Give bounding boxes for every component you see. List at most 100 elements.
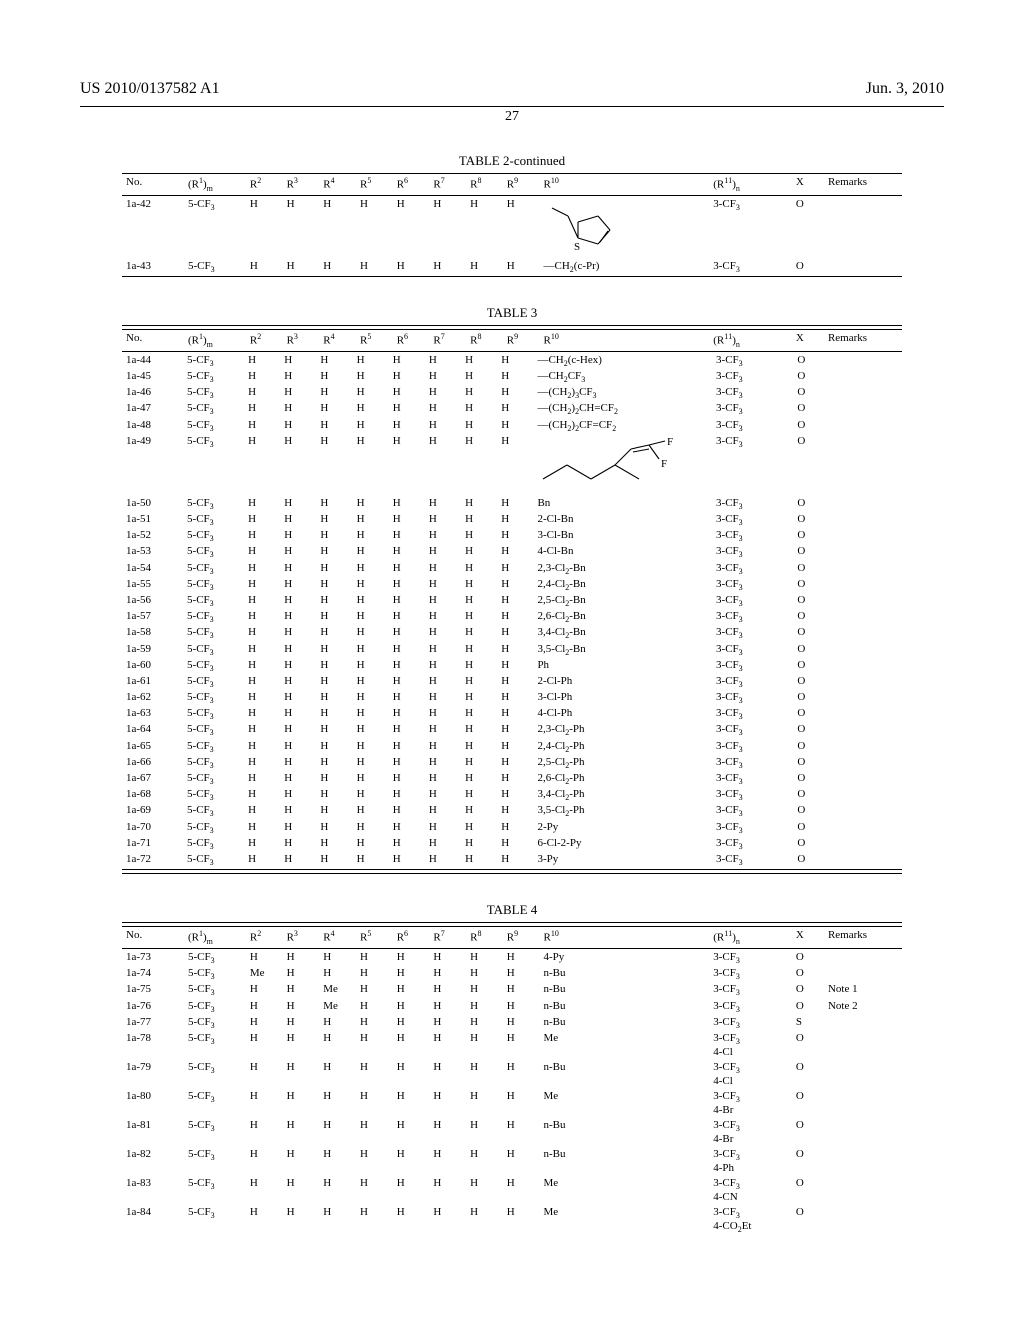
cell: H [461, 577, 497, 593]
cell: H [353, 418, 389, 434]
cell: 3,5-Cl2-Ph [533, 803, 712, 819]
cell: H [425, 787, 461, 803]
cell: n-Bu [540, 982, 710, 998]
cell: H [425, 642, 461, 658]
cell: 2,3-Cl2-Ph [533, 722, 712, 738]
cell: H [466, 982, 503, 998]
cell: O [793, 690, 825, 706]
cell: —CH2CF3 [533, 369, 712, 385]
cell [824, 1176, 902, 1205]
col-header: (R1)m [184, 928, 246, 947]
cell: 5-CF3 [184, 1118, 246, 1147]
cell: H [389, 577, 425, 593]
cell: H [316, 609, 352, 625]
cell: H [393, 259, 430, 275]
cell: 5-CF3 [183, 544, 244, 560]
cell: H [461, 803, 497, 819]
cell: O [793, 561, 825, 577]
cell: H [425, 706, 461, 722]
cell: H [461, 369, 497, 385]
rule [122, 873, 902, 874]
cell: 1a-56 [122, 593, 183, 609]
cell: H [389, 561, 425, 577]
col-header: X [792, 331, 824, 350]
cell: H [244, 690, 280, 706]
cell: 2-Cl-Bn [533, 512, 712, 528]
cell: H [280, 625, 316, 641]
cell: H [353, 642, 389, 658]
table-row: 1a-755-CF3HHMeHHHHHn-Bu3-CF3ONote 1 [122, 982, 902, 998]
cell: 5-CF3 [183, 787, 244, 803]
cell: H [389, 385, 425, 401]
cell: 1a-76 [122, 999, 184, 1015]
cell: H [280, 369, 316, 385]
cell: 5-CF3 [183, 496, 244, 512]
cell: 5-CF3 [184, 1205, 246, 1236]
cell: H [316, 739, 352, 755]
col-header: R8 [466, 175, 503, 194]
cell: H [497, 852, 533, 868]
cell: 5-CF3 [184, 950, 246, 966]
cell: 3-CF3 [709, 197, 792, 259]
cell: H [316, 820, 352, 836]
cell: H [280, 561, 316, 577]
cell: H [389, 609, 425, 625]
cell: 5-CF3 [183, 353, 244, 369]
cell: 1a-70 [122, 820, 183, 836]
cell: H [429, 966, 466, 982]
cell: H [353, 544, 389, 560]
rule [122, 948, 902, 949]
cell [825, 787, 902, 803]
cell: O [793, 544, 825, 560]
cell: 5-CF3 [183, 577, 244, 593]
cell: H [353, 658, 389, 674]
cell: H [393, 1015, 430, 1031]
cell: O [793, 625, 825, 641]
cell: H [353, 496, 389, 512]
cell: 5-CF3 [183, 561, 244, 577]
cell: H [356, 1031, 393, 1060]
cell: H [429, 982, 466, 998]
cell: 4-Cl-Bn [533, 544, 712, 560]
cell: H [246, 1031, 283, 1060]
rule [122, 325, 902, 326]
cell: 5-CF3 [184, 1089, 246, 1118]
cell: 5-CF3 [183, 803, 244, 819]
col-header: R6 [393, 331, 430, 350]
col-header: R7 [429, 928, 466, 947]
cell: H [466, 950, 503, 966]
cell: 3-CF3 [709, 259, 792, 275]
col-header: R10 [540, 175, 710, 194]
cell: H [356, 1060, 393, 1089]
cell [825, 658, 902, 674]
table-row: 1a-695-CF3HHHHHHHH3,5-Cl2-Ph3-CF3O [122, 803, 902, 819]
table-row: 1a-685-CF3HHHHHHHH3,4-Cl2-Ph3-CF3O [122, 787, 902, 803]
cell: H [356, 1205, 393, 1236]
cell: H [389, 787, 425, 803]
cell: H [319, 1176, 356, 1205]
cell: —(CH2)2CF=CF2 [533, 418, 712, 434]
cell: H [353, 836, 389, 852]
cell: O [793, 722, 825, 738]
cell: H [389, 369, 425, 385]
cell: 3-CF34-Ph [709, 1147, 792, 1176]
cell: 5-CF3 [183, 852, 244, 868]
cell: O [792, 259, 824, 275]
cell: H [316, 787, 352, 803]
cell: H [461, 401, 497, 417]
cell: 3-CF3 [712, 787, 793, 803]
cell: H [316, 803, 352, 819]
col-header: R7 [429, 175, 466, 194]
cell [825, 836, 902, 852]
cell: O [793, 803, 825, 819]
cell: H [497, 577, 533, 593]
cell: H [319, 1147, 356, 1176]
cell: O [792, 197, 824, 259]
cell: H [466, 1015, 503, 1031]
cell: 3-Cl-Ph [533, 690, 712, 706]
cell: —CH2(c-Hex) [533, 353, 712, 369]
cell: H [497, 690, 533, 706]
cell [825, 739, 902, 755]
cell: O [793, 674, 825, 690]
cell: H [353, 787, 389, 803]
